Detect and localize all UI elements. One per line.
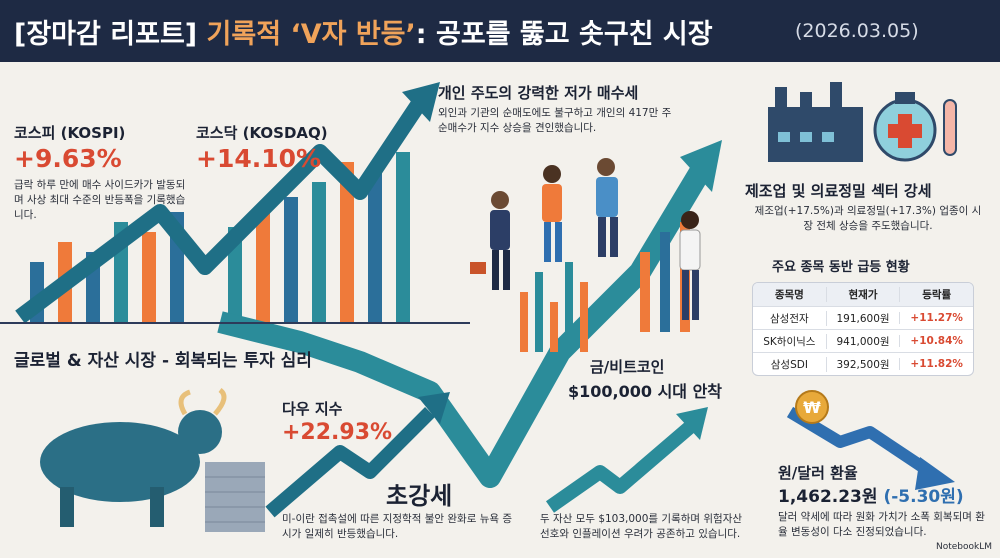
gold-btc-title1: 금/비트코인 bbox=[590, 358, 665, 376]
global-title: 글로벌 & 자산 시장 - 회복되는 투자 심리 bbox=[14, 351, 312, 371]
retail-desc: 외인과 기관의 순매도에도 불구하고 개인의 417만 주 순매수가 지수 상승… bbox=[438, 107, 672, 134]
stocks-title: 주요 종목 동반 급등 현황 bbox=[772, 260, 910, 275]
retail-title: 개인 주도의 강력한 저가 매수세 bbox=[438, 84, 639, 102]
v-rebound-arrow-graphic bbox=[15, 82, 722, 488]
table-header-row: 종목명 현재가 등락률 bbox=[753, 283, 973, 306]
dow-arrow-graphic bbox=[265, 392, 450, 518]
stock-price: 191,600원 bbox=[825, 310, 900, 326]
header-cell-change: 등락률 bbox=[899, 287, 973, 302]
sector-desc: 제조업(+17.5%)과 의료정밀(+17.3%) 업종이 시장 전체 상승을 … bbox=[754, 205, 982, 232]
stocks-table: 종목명 현재가 등락률 삼성전자 191,600원 +11.27% SK하이닉스… bbox=[752, 282, 974, 376]
table-row: SK하이닉스 941,000원 +10.84% bbox=[753, 329, 973, 352]
dow-value: +22.93% bbox=[282, 420, 393, 445]
medical-flask-icon bbox=[873, 92, 957, 162]
dow-label: 다우 지수 bbox=[282, 400, 343, 418]
stock-change: +11.82% bbox=[899, 358, 973, 370]
gold-btc-desc: 두 자산 모두 $103,000를 기록하며 위험자산 선호와 인플레이션 우려… bbox=[540, 513, 743, 540]
won-down-arrow-graphic: ₩ bbox=[786, 390, 955, 490]
stock-change: +11.27% bbox=[899, 312, 973, 324]
section-divider bbox=[0, 322, 470, 324]
dow-strong-label: 초강세 bbox=[386, 482, 453, 510]
header-cell-name: 종목명 bbox=[774, 289, 804, 301]
kosdaq-label: 코스닥 (KOSDAQ) bbox=[196, 124, 328, 142]
bull-illustration bbox=[40, 387, 227, 527]
stock-change: +10.84% bbox=[899, 335, 973, 347]
brick-wall-graphic bbox=[205, 462, 265, 532]
fx-label: 원/달러 환율 bbox=[778, 464, 858, 482]
fx-value-line: 1,462.23원 (-5.30원) bbox=[778, 482, 964, 507]
fx-value: 1,462.23원 bbox=[778, 487, 878, 507]
table-row: 삼성전자 191,600원 +11.27% bbox=[753, 306, 973, 329]
title-suffix: : 공포를 뚫고 솟구친 시장 bbox=[415, 19, 713, 50]
title-highlight: 기록적 ‘V자 반등’ bbox=[206, 19, 416, 50]
kospi-value: +9.63% bbox=[14, 144, 122, 173]
kosdaq-value: +14.10% bbox=[196, 144, 322, 173]
header-cell-price: 현재가 bbox=[825, 287, 900, 302]
gold-btc-title2: $100,000 시대 안착 bbox=[568, 382, 723, 401]
gold-btc-arrow-graphic bbox=[545, 407, 708, 513]
brand-watermark: NotebookLM bbox=[935, 542, 992, 552]
factory-icon bbox=[768, 82, 863, 162]
sector-title: 제조업 및 의료정밀 섹터 강세 bbox=[745, 182, 932, 200]
table-row: 삼성SDI 392,500원 +11.82% bbox=[753, 352, 973, 375]
page-title: [장마감 리포트] 기록적 ‘V자 반등’: 공포를 뚫고 솟구친 시장 bbox=[14, 12, 713, 51]
dow-desc: 미-이란 접촉설에 따른 지정학적 불안 완화로 뉴욕 증시가 일제히 반등했습… bbox=[282, 513, 513, 540]
stock-name: SK하이닉스 bbox=[763, 335, 816, 348]
stock-price: 392,500원 bbox=[825, 356, 900, 372]
fx-change: (-5.30원) bbox=[883, 487, 964, 507]
title-prefix: [장마감 리포트] bbox=[14, 19, 207, 50]
illustration-layer: ₩ bbox=[15, 82, 957, 532]
fx-desc: 달러 약세에 따라 원화 가치가 소폭 회복되며 환율 변동성이 다소 진정되었… bbox=[778, 511, 985, 538]
header-banner: [장마감 리포트] 기록적 ‘V자 반등’: 공포를 뚫고 솟구친 시장 (20… bbox=[0, 0, 1000, 62]
kospi-label: 코스피 (KOSPI) bbox=[14, 124, 126, 142]
stock-price: 941,000원 bbox=[825, 333, 900, 349]
stock-name: 삼성전자 bbox=[770, 312, 809, 325]
kospi-desc: 급락 하루 만에 매수 사이드카가 발동되며 사상 최대 수준의 반등폭을 기록… bbox=[14, 179, 186, 221]
report-date: (2026.03.05) bbox=[795, 20, 919, 42]
won-coin-icon: ₩ bbox=[803, 398, 821, 417]
kospi-bars-graphic bbox=[30, 152, 410, 322]
investors-illustration bbox=[470, 158, 701, 320]
stock-name: 삼성SDI bbox=[770, 358, 808, 371]
